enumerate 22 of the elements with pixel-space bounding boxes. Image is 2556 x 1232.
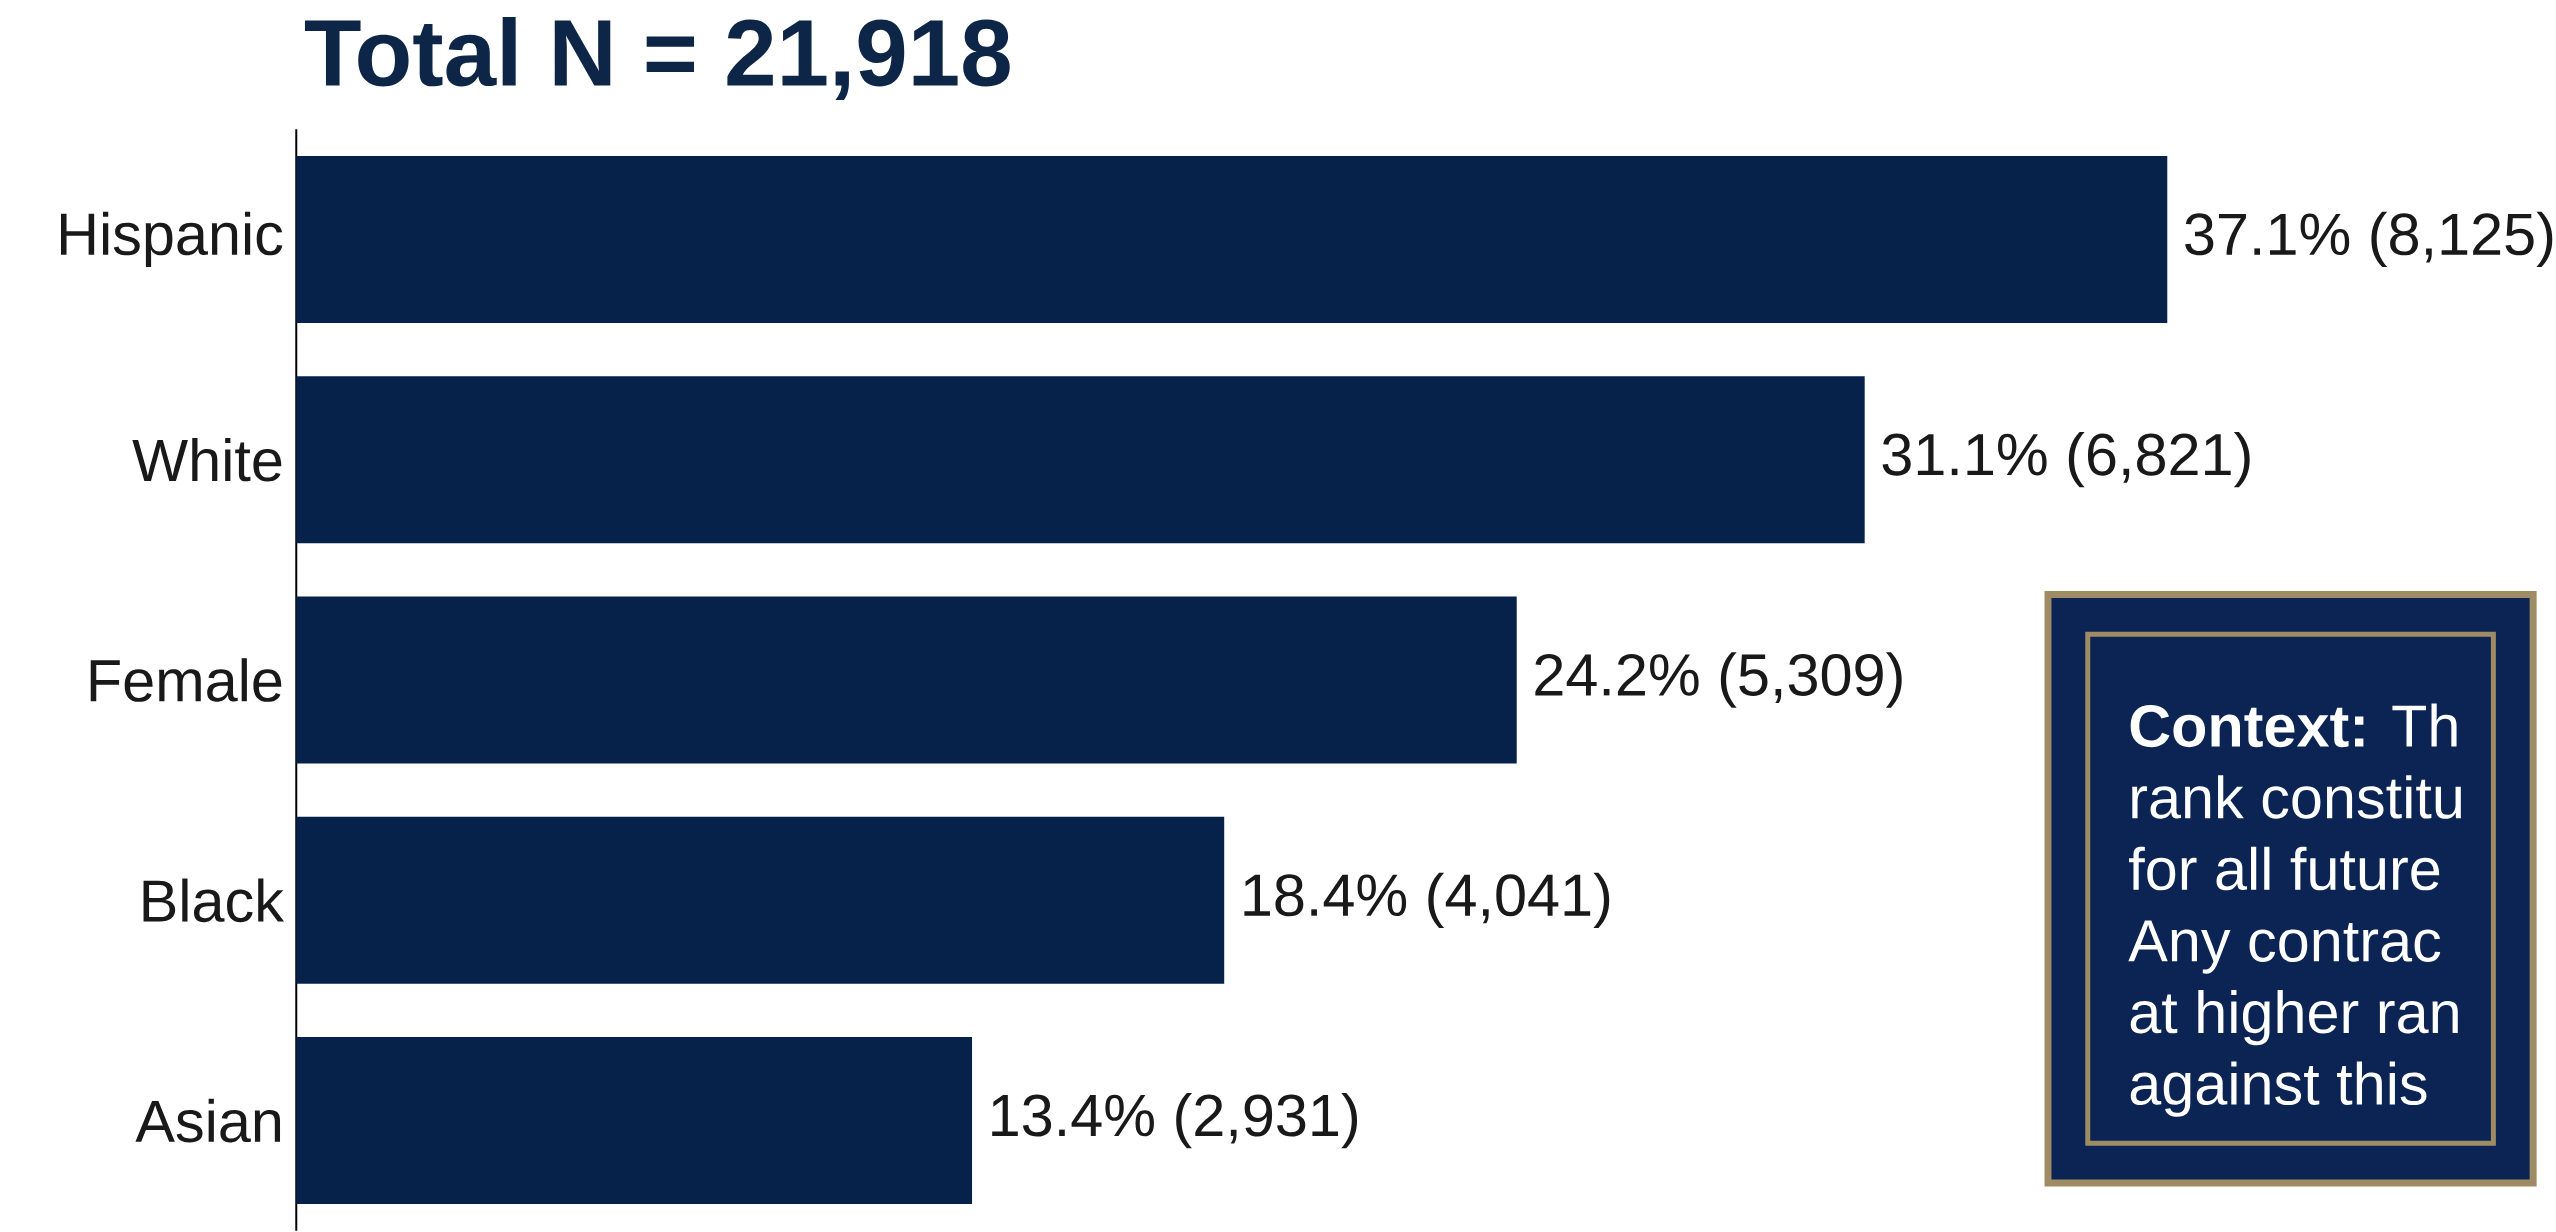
annotation: for all future: [2129, 846, 2440, 891]
annotation: Context: Th: [2130, 703, 2457, 748]
data-label: 31.1% (6,821): [1882, 432, 2250, 488]
bar: [296, 376, 1865, 544]
bar: [296, 816, 1225, 984]
y-tick-label: Female: [90, 658, 282, 702]
y-tick-label: Hispanic: [61, 211, 283, 268]
data-label: 18.4% (4,041): [1244, 872, 1610, 929]
annotation: against this: [2130, 1061, 2427, 1117]
chart-title: Total N = 21,918: [304, 17, 1010, 101]
y-tick-label: Black: [143, 878, 285, 923]
bar: [296, 1037, 973, 1205]
data-label: 13.4% (2,931): [992, 1093, 1358, 1149]
annotation: Any contrac: [2128, 920, 2441, 974]
annotation: at higher ran: [2130, 990, 2458, 1046]
bar: [296, 596, 1517, 764]
data-label: 37.1% (8,125): [2185, 211, 2553, 268]
bar: [296, 156, 2168, 324]
annotation: rank constitu: [2132, 775, 2461, 819]
data-label: 24.2% (5,309): [1535, 652, 1902, 708]
y-tick-label: White: [132, 438, 282, 482]
y-tick-label: Asian: [135, 1098, 281, 1143]
